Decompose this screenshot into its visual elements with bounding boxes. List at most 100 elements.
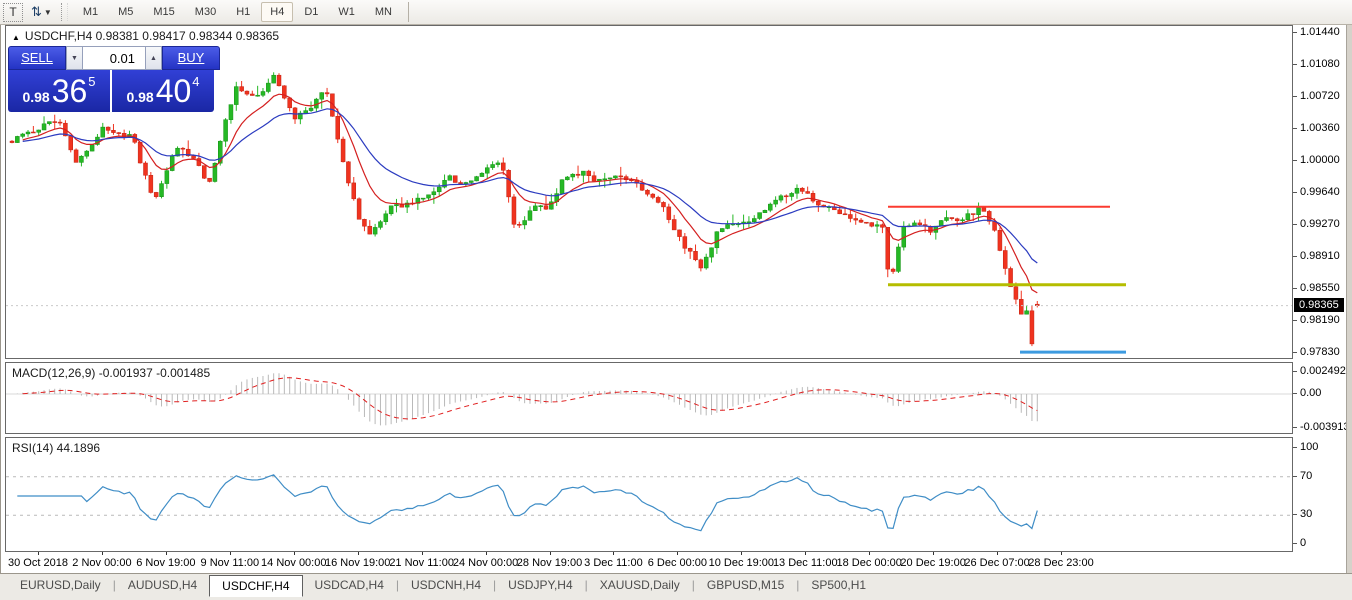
volume-increase-button[interactable]: ▲ (145, 46, 162, 70)
rsi-axis-label: 30 (1300, 508, 1313, 521)
one-click-trading-panel: SELL ▼ ▲ BUY 0.98 36 5 0.98 40 4 (8, 46, 220, 112)
time-scale[interactable]: 30 Oct 2018 2 Nov 00:00 6 Nov 19:00 9 Nov 1… (5, 552, 1293, 573)
time-axis-label: 18 Dec 00:00 (836, 557, 902, 569)
timeframe-button-mn[interactable]: MN (374, 6, 392, 18)
tab-divider: | (395, 578, 399, 592)
sell-price-prefix: 0.98 (22, 89, 50, 105)
candlestick-chart[interactable] (6, 26, 1292, 358)
timeframe-button-m1[interactable]: M1 (82, 6, 99, 18)
time-axis-label: 24 Nov 00:00 (452, 557, 519, 569)
tab-divider: | (112, 578, 116, 592)
chart-tab-xauusd-daily[interactable]: XAUUSD,Daily (599, 578, 680, 592)
time-axis-tick (165, 552, 167, 555)
sell-button[interactable]: SELL (8, 46, 66, 70)
buy-button[interactable]: BUY (162, 46, 220, 70)
toolbar-separator (408, 2, 409, 22)
timeframe-button-h4[interactable]: H4 (261, 2, 294, 22)
macd-axis-label: 0.002492 (1300, 365, 1346, 378)
arrange-arrows-icon: ⇅ (31, 4, 42, 19)
volume-input[interactable] (83, 46, 145, 70)
chart-tab-usdchf-h4[interactable]: USDCHF,H4 (209, 575, 303, 597)
collapse-chart-icon[interactable]: ▲ (12, 33, 20, 42)
chart-title-text: USDCHF,H4 0.98381 0.98417 0.98344 0.9836… (24, 29, 280, 43)
rsi-indicator-panel[interactable]: RSI(14) 44.1896 (5, 437, 1293, 552)
time-axis-label: 16 Nov 19:00 (324, 557, 391, 569)
time-axis-tick (997, 552, 999, 555)
chart-tab-usdjpy-h4[interactable]: USDJPY,H4 (508, 578, 573, 592)
toolbar-grip[interactable] (60, 3, 68, 21)
tab-divider: | (493, 578, 497, 592)
time-axis-label: 2 Nov 00:00 (72, 557, 132, 569)
chart-tab-usdcad-h4[interactable]: USDCAD,H4 (314, 578, 384, 592)
price-axis-label: 0.99640 (1300, 185, 1340, 198)
timeframe-button-h1[interactable]: H1 (236, 6, 251, 18)
rsi-axis-label: 0 (1300, 537, 1307, 549)
macd-axis-tick (1293, 393, 1297, 394)
price-axis-tick (1293, 224, 1297, 226)
time-axis-tick (1061, 552, 1062, 555)
price-axis-label: 1.00000 (1300, 153, 1340, 166)
time-axis-tick (805, 552, 807, 555)
price-axis-tick (1293, 32, 1297, 33)
buy-price-button[interactable]: 0.98 40 4 (112, 70, 214, 112)
chart-tab-audusd-h4[interactable]: AUDUSD,H4 (127, 578, 198, 592)
main-chart-panel[interactable]: ▲ USDCHF,H4 0.98381 0.98417 0.98344 0.983… (5, 25, 1293, 359)
price-axis-label: 0.97830 (1300, 346, 1340, 358)
macd-axis-label: -0.003913 (1300, 421, 1350, 434)
time-axis-tick (38, 552, 39, 555)
price-scale-column[interactable]: 1.01440 1.01080 1.00720 1.00360 1.00000 0.996… (1293, 25, 1350, 573)
timeframe-button-m5[interactable]: M5 (118, 6, 134, 18)
macd-chart[interactable] (6, 363, 1292, 433)
window-left-border (0, 25, 1, 600)
volume-decrease-button[interactable]: ▼ (66, 46, 83, 70)
arrange-windows-button[interactable]: ⇅ ▼ (27, 2, 56, 23)
time-axis-label: 14 Nov 00:00 (261, 557, 327, 569)
time-axis-label: 30 Oct 2018 (8, 557, 68, 569)
price-axis-label: 1.01080 (1300, 57, 1340, 70)
chart-tab-gbpusd-m15[interactable]: GBPUSD,M15 (706, 578, 785, 592)
time-axis-tick (357, 552, 359, 555)
timeframe-button-m15[interactable]: M15 (153, 6, 175, 18)
rsi-axis-tick (1293, 543, 1297, 544)
time-axis-tick (293, 552, 295, 555)
rsi-axis-tick (1293, 514, 1297, 516)
time-axis-label: 10 Dec 19:00 (708, 557, 775, 569)
price-axis-label: 0.99270 (1300, 218, 1340, 231)
tab-divider: | (584, 578, 588, 592)
time-axis-label: 28 Nov 19:00 (516, 557, 583, 569)
time-axis-label: 13 Dec 11:00 (772, 557, 838, 569)
macd-axis-label: 0.00 (1300, 387, 1322, 399)
time-axis-label: 28 Dec 23:00 (1028, 557, 1094, 569)
time-axis-tick (421, 552, 423, 555)
price-axis-label: 0.98910 (1300, 250, 1340, 263)
sell-price-pipette: 5 (88, 74, 96, 89)
text-tool-button[interactable]: T (3, 2, 23, 22)
chart-tab-bar: EURUSD,Daily | AUDUSD,H4 USDCHF,H4 USDCAD,H4… (0, 573, 1352, 600)
buy-price-prefix: 0.98 (126, 89, 154, 105)
macd-indicator-panel[interactable]: MACD(12,26,9) -0.001937 -0.001485 (5, 362, 1293, 434)
price-axis-label: 0.98550 (1300, 282, 1340, 295)
chart-tab-usdcnh-h4[interactable]: USDCNH,H4 (411, 578, 482, 592)
sell-price-big-figure: 36 (51, 73, 88, 109)
timeframe-button-d1[interactable]: D1 (304, 6, 319, 18)
rsi-chart[interactable] (6, 438, 1292, 551)
price-axis-tick (1293, 127, 1297, 129)
timeframe-button-w1[interactable]: W1 (338, 6, 355, 18)
top-toolbar: T ⇅ ▼ M1 M5 M15 M30 H1 H4 D1 W1 MN (0, 0, 1352, 25)
price-axis-label: 0.98190 (1300, 314, 1340, 327)
sell-price-button[interactable]: 0.98 36 5 (8, 70, 110, 112)
time-axis-label: 6 Nov 19:00 (136, 557, 196, 569)
chart-tab-sp500-h1[interactable]: SP500,H1 (811, 578, 867, 592)
time-axis-tick (485, 552, 487, 555)
time-axis-label: 21 Nov 11:00 (389, 557, 454, 569)
time-axis-tick (549, 552, 551, 555)
price-axis-tick (1293, 320, 1297, 322)
macd-axis-tick (1293, 427, 1297, 429)
chart-tab-eurusd-daily[interactable]: EURUSD,Daily (20, 578, 101, 592)
time-axis-label: 20 Dec 19:00 (900, 557, 966, 569)
macd-axis-tick (1293, 371, 1297, 373)
timeframe-button-m30[interactable]: M30 (194, 6, 217, 18)
rsi-axis-tick (1293, 475, 1297, 477)
buy-price-pipette: 4 (192, 74, 200, 89)
